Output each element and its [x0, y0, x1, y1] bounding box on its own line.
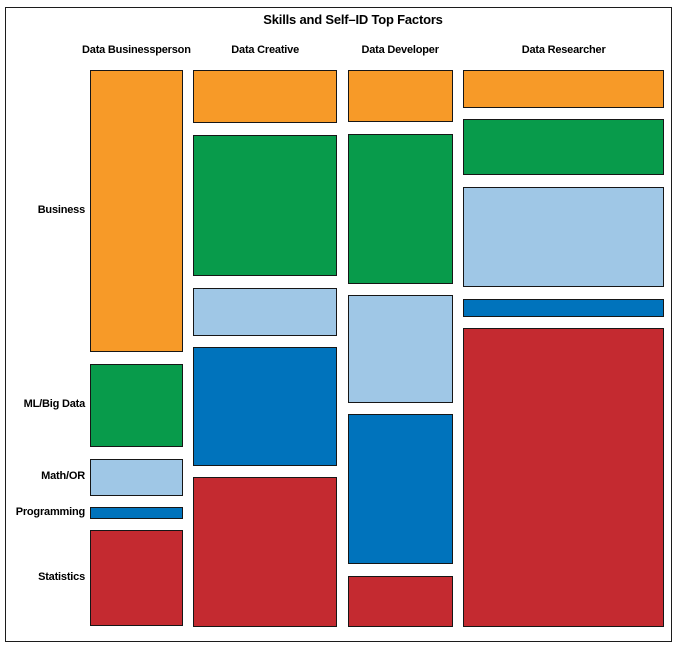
- row-label-5: Statistics: [38, 571, 85, 584]
- mosaic-cell: [193, 134, 338, 277]
- mosaic-cell: [463, 70, 664, 108]
- row-label-4: Programming: [15, 506, 86, 519]
- chart-title: Skills and Self–ID Top Factors: [263, 12, 443, 27]
- column-header-1: Data Businessperson: [82, 44, 191, 56]
- mosaic-cell: [463, 298, 664, 317]
- mosaic-cell: [90, 458, 183, 496]
- mosaic-cell: [347, 575, 453, 627]
- figure-border: [5, 7, 672, 642]
- row-label-3: Math/OR: [41, 470, 85, 483]
- row-label-1: Business: [37, 204, 86, 217]
- mosaic-cell: [193, 477, 338, 627]
- mosaic-cell: [90, 507, 183, 519]
- column-header-2: Data Creative: [231, 44, 299, 56]
- mosaic-cell: [347, 133, 453, 284]
- mosaic-cell: [193, 70, 338, 124]
- mosaic-cell: [463, 328, 664, 627]
- mosaic-cell: [347, 70, 453, 123]
- row-label-2: ML/Big Data: [23, 398, 86, 411]
- mosaic-cell: [347, 414, 453, 565]
- mosaic-cell: [463, 186, 664, 288]
- mosaic-cell: [90, 70, 183, 353]
- column-header-4: Data Researcher: [521, 44, 606, 56]
- mosaic-cell: [193, 287, 338, 336]
- mosaic-cell: [90, 363, 183, 448]
- mosaic-cell: [90, 530, 183, 627]
- mosaic-cell: [347, 295, 453, 403]
- column-header-3: Data Developer: [361, 44, 439, 56]
- mosaic-cell: [193, 347, 338, 466]
- mosaic-cell: [463, 119, 664, 175]
